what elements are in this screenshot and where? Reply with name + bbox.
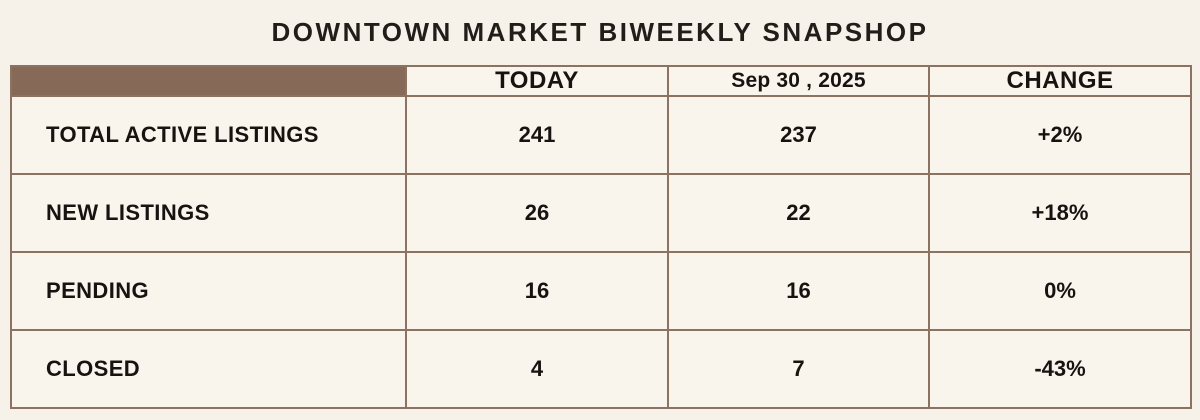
today-value: 4 xyxy=(405,329,669,409)
change-value: 0% xyxy=(928,251,1192,331)
header-cell-blank xyxy=(10,65,407,97)
row-label: CLOSED xyxy=(10,329,407,409)
prior-value: 7 xyxy=(667,329,930,409)
today-value: 241 xyxy=(405,95,669,175)
header-cell-change: CHANGE xyxy=(928,65,1192,97)
today-value: 16 xyxy=(405,251,669,331)
row-label: TOTAL ACTIVE LISTINGS xyxy=(10,95,407,175)
table-row-pending: PENDING 16 16 0% xyxy=(10,251,1192,331)
prior-value: 237 xyxy=(667,95,930,175)
today-value: 26 xyxy=(405,173,669,253)
header-row: TODAY Sep 30 , 2025 CHANGE xyxy=(10,65,1192,97)
change-value: +18% xyxy=(928,173,1192,253)
row-label: PENDING xyxy=(10,251,407,331)
change-value: +2% xyxy=(928,95,1192,175)
table-row-closed: CLOSED 4 7 -43% xyxy=(10,329,1192,409)
change-value: -43% xyxy=(928,329,1192,409)
header-cell-today: TODAY xyxy=(405,65,669,97)
table-row-total-active-listings: TOTAL ACTIVE LISTINGS 241 237 +2% xyxy=(10,95,1192,175)
header-cell-prior-date: Sep 30 , 2025 xyxy=(667,65,930,97)
prior-value: 22 xyxy=(667,173,930,253)
page-title: DOWNTOWN MARKET BIWEEKLY SNAPSHOP xyxy=(271,17,929,47)
row-label: NEW LISTINGS xyxy=(10,173,407,253)
prior-value: 16 xyxy=(667,251,930,331)
market-snapshot-table: TODAY Sep 30 , 2025 CHANGE TOTAL ACTIVE … xyxy=(10,65,1192,409)
table-row-new-listings: NEW LISTINGS 26 22 +18% xyxy=(10,173,1192,253)
